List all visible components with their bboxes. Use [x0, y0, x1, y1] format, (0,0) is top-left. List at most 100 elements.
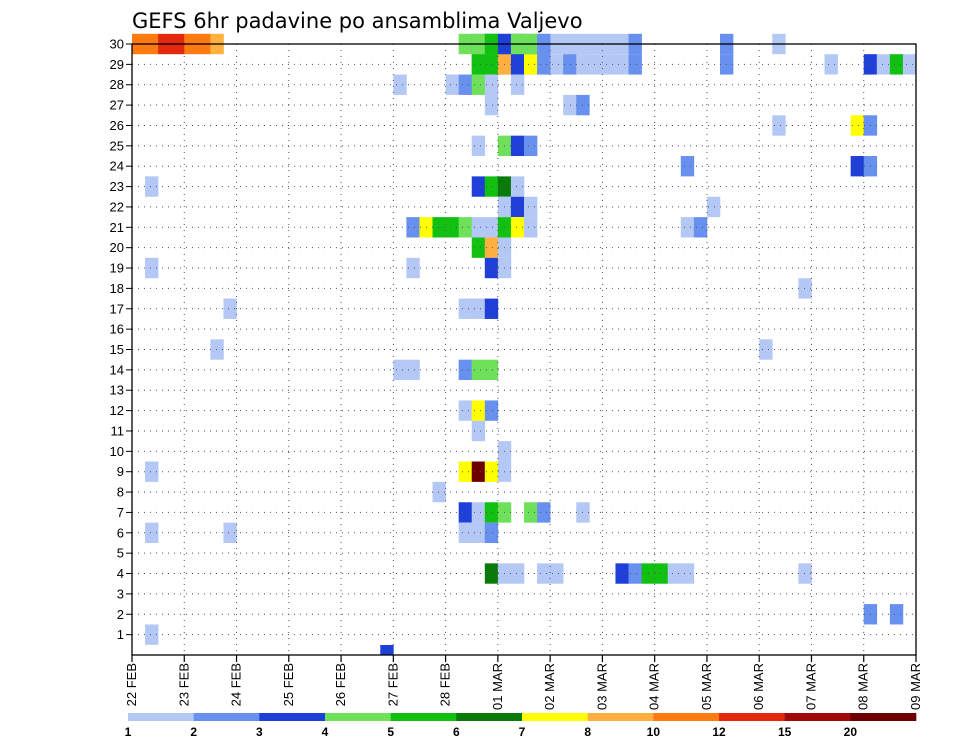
heatmap-cells — [132, 33, 917, 655]
heatmap-cell — [484, 298, 499, 319]
y-tick-label: 16 — [110, 322, 124, 337]
legend-swatch — [587, 713, 654, 721]
x-tick-label: 23 FEB — [176, 663, 191, 706]
legend-label: 2 — [190, 725, 197, 739]
heatmap-cell — [524, 196, 538, 218]
heatmap-cell — [145, 522, 159, 543]
heatmap-cell — [458, 74, 473, 95]
x-tick-label: 27 FEB — [385, 663, 400, 706]
heatmap-cell — [471, 74, 486, 95]
heatmap-cell — [471, 217, 486, 238]
heatmap-cell — [537, 563, 551, 584]
legend-label: 4 — [322, 725, 329, 739]
heatmap-cell — [458, 359, 473, 381]
x-tick-label: 09 MAR — [908, 663, 923, 710]
y-tick-label: 11 — [111, 423, 125, 438]
heatmap-cell — [445, 217, 459, 238]
y-tick-label: 12 — [110, 403, 124, 418]
legend-swatch — [784, 713, 851, 721]
y-tick-label: 20 — [110, 240, 124, 255]
heatmap-cell — [380, 645, 394, 655]
heatmap-cell — [615, 54, 629, 75]
legend-swatch — [128, 713, 194, 721]
heatmap-cell — [471, 135, 486, 157]
heatmap-cell — [458, 217, 473, 238]
heatmap-cell — [471, 54, 486, 75]
heatmap-cell — [145, 461, 159, 482]
heatmap-cell — [759, 339, 773, 360]
heatmap-cell — [484, 461, 499, 482]
y-tick-label: 17 — [110, 301, 124, 316]
heatmap-cell — [458, 400, 473, 421]
y-tick-label: 24 — [110, 159, 124, 174]
x-tick-label: 03 MAR — [594, 663, 609, 710]
legend-swatch — [850, 713, 917, 721]
heatmap-cell — [680, 156, 695, 177]
heatmap-cell — [589, 54, 603, 75]
heatmap-cell — [458, 298, 473, 319]
legend-swatch — [259, 713, 326, 721]
heatmap-cell — [406, 359, 420, 381]
y-tick-label: 1 — [117, 627, 124, 642]
y-tick-label: 18 — [110, 281, 124, 296]
y-tick-label: 2 — [117, 607, 124, 622]
heatmap-cell — [798, 563, 812, 584]
heatmap-cell — [484, 237, 499, 258]
legend-swatch — [653, 713, 720, 721]
heatmap-cell — [628, 54, 642, 75]
legend-label: 3 — [256, 725, 263, 739]
heatmap-cell — [510, 563, 525, 584]
heatmap-cell — [524, 217, 538, 238]
heatmap-cell — [602, 54, 616, 75]
y-tick-label: 13 — [110, 383, 124, 398]
heatmap-cell — [680, 563, 695, 584]
heatmap-cell — [458, 522, 473, 543]
legend-swatch — [325, 713, 391, 721]
y-tick-label: 7 — [117, 505, 124, 520]
heatmap-cell — [524, 502, 538, 523]
y-tick-label: 27 — [110, 98, 124, 113]
heatmap-cell — [471, 176, 486, 197]
heatmap-cell — [484, 74, 499, 95]
heatmap-cell — [471, 502, 486, 523]
legend-label: 10 — [647, 725, 661, 739]
y-tick-label: 25 — [110, 138, 124, 153]
heatmap-cell — [824, 54, 838, 75]
heatmap-cell — [484, 94, 499, 116]
heatmap-cell — [550, 54, 564, 75]
y-tick-label: 8 — [117, 485, 124, 500]
heatmap-cell — [889, 54, 904, 75]
heatmap-cell — [680, 217, 695, 238]
heatmap-cell — [145, 624, 159, 645]
heatmap-cell — [484, 257, 499, 279]
y-tick-label: 29 — [110, 57, 124, 72]
heatmap-cell — [537, 54, 551, 75]
y-tick-label: 21 — [110, 220, 124, 235]
y-axis: 1234567891011121314151617181920212223242… — [110, 37, 132, 642]
heatmap-cell — [902, 54, 917, 75]
y-tick-label: 26 — [110, 118, 124, 133]
heatmap-cell — [628, 563, 642, 584]
x-tick-label: 01 MAR — [490, 663, 505, 710]
legend-swatch — [456, 713, 523, 721]
y-tick-label: 28 — [110, 77, 124, 92]
heatmap-cell — [706, 196, 721, 218]
heatmap-cell — [772, 115, 786, 136]
x-tick-label: 04 MAR — [647, 663, 662, 710]
y-tick-label: 23 — [110, 179, 124, 194]
heatmap-cell — [510, 176, 525, 197]
heatmap-cell — [145, 257, 159, 279]
x-tick-label: 22 FEB — [124, 663, 139, 706]
legend-label: 7 — [519, 725, 526, 739]
heatmap-cell — [510, 54, 525, 75]
heatmap-cell — [458, 461, 473, 482]
heatmap-cell — [223, 522, 237, 543]
heatmap-cell — [484, 400, 499, 421]
legend-swatch — [390, 713, 457, 721]
legend-swatch — [522, 713, 588, 721]
y-tick-label: 14 — [110, 362, 124, 377]
chart-title: GEFS 6hr padavine po ansamblima Valjevo — [132, 9, 583, 33]
x-tick-label: 02 MAR — [542, 663, 557, 710]
y-tick-label: 30 — [110, 37, 124, 52]
heatmap-cell — [524, 135, 538, 157]
